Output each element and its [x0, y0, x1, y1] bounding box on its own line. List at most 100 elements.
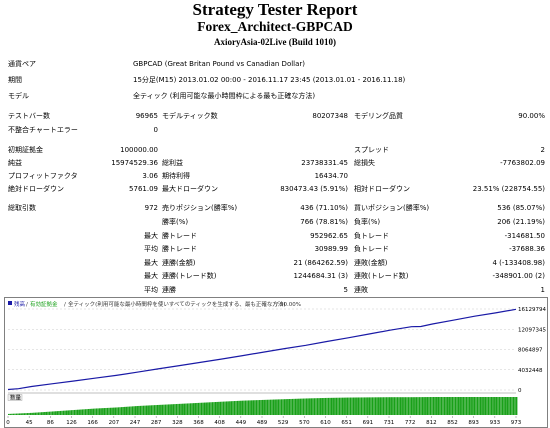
conslossn-label: 連敗(トレード数) — [354, 272, 409, 280]
volume-bar — [247, 400, 250, 415]
volume-bar — [210, 402, 212, 415]
avg-label: 平均 — [144, 245, 158, 253]
volume-bar — [437, 397, 440, 415]
maxwin-label: 勝トレード — [162, 232, 197, 240]
trades-label: 総取引数 — [8, 204, 36, 212]
volume-bar — [279, 399, 281, 415]
volume-bar — [23, 413, 26, 415]
volume-bar — [456, 397, 458, 415]
volume-bar — [39, 412, 41, 415]
absdd-value: 5761.09 — [129, 185, 158, 193]
volume-bar — [399, 397, 402, 415]
x-tick-label: 368 — [193, 420, 204, 426]
volume-bar — [66, 410, 68, 415]
volume-bar — [442, 397, 444, 415]
volume-bar — [359, 397, 361, 415]
volume-bar — [417, 397, 419, 415]
volume-bar — [97, 408, 99, 415]
maxdd-value: 830473.43 (5.91%) — [280, 185, 348, 193]
volume-bar — [473, 397, 476, 415]
volume-bar — [44, 411, 46, 415]
volume-bar — [183, 403, 186, 415]
x-tick-label: 973 — [511, 420, 522, 426]
volume-bar — [302, 398, 305, 415]
volume-bar — [180, 403, 182, 415]
volume-bar — [177, 403, 179, 415]
volume-bar — [17, 413, 19, 415]
volume-bar — [385, 397, 388, 415]
volume-bar — [33, 412, 35, 415]
bars-value: 96965 — [135, 112, 158, 120]
maxloss-value: -314681.50 — [504, 232, 545, 240]
volume-bar — [80, 409, 82, 415]
volume-bar — [225, 401, 228, 415]
bars-label: テストバー数 — [8, 112, 50, 120]
payoff-value: 16434.70 — [314, 172, 348, 180]
volume-bar — [133, 406, 135, 415]
volume-bar — [470, 397, 472, 415]
volume-bar — [166, 404, 168, 415]
volume-bar — [414, 397, 416, 415]
volume-bar — [337, 397, 339, 415]
volume-bar — [127, 406, 129, 415]
volume-bar — [396, 397, 399, 415]
server-build: AxioryAsia-02Live (Build 1010) — [213, 37, 336, 47]
volume-bar — [415, 397, 418, 415]
volume-bar — [464, 397, 466, 415]
volume-bar — [142, 405, 145, 415]
x-tick-label: 852 — [447, 420, 458, 426]
volume-bar — [307, 398, 309, 415]
volume-bar — [213, 402, 215, 415]
max-label: 最大 — [144, 232, 158, 240]
report-subtitle: Forex_Architect-GBPCAD — [197, 19, 353, 34]
y-tick-label: 0 — [518, 388, 522, 394]
volume-bar — [436, 397, 438, 415]
volume-bar — [236, 400, 239, 415]
volume-bar — [186, 403, 189, 415]
volume-bar — [240, 400, 242, 415]
avgcl-value: 1 — [540, 286, 545, 294]
volume-bar — [451, 397, 454, 415]
volume-bar — [321, 398, 323, 415]
volume-bar — [244, 400, 247, 415]
volume-bar — [258, 400, 261, 415]
balance-chart: 残高 / 有効証拠金 / 全ティック(利用可能な最小時間枠を使いすべてのティック… — [4, 297, 548, 428]
volume-bar — [462, 397, 465, 415]
volume-bar — [109, 407, 112, 415]
avgloss-value: -37688.36 — [509, 245, 545, 253]
volume-bar — [329, 397, 331, 415]
volume-bar — [288, 399, 291, 415]
y-tick-label: 8064897 — [518, 348, 543, 354]
volume-bar — [61, 410, 63, 415]
volume-bar — [467, 397, 469, 415]
x-tick-label: 166 — [87, 420, 98, 426]
volume-bar — [486, 397, 488, 415]
volume-bar — [144, 405, 146, 415]
volume-bar — [20, 413, 22, 415]
volume-bar — [70, 410, 73, 415]
grossloss-label: 総損失 — [354, 159, 375, 167]
volume-bar — [370, 397, 372, 415]
volume-bar — [330, 397, 333, 415]
volume-bar — [197, 402, 200, 415]
x-tick-label: 408 — [214, 420, 225, 426]
volume-bar — [290, 398, 292, 415]
volume-bar — [171, 404, 173, 415]
errors-label: 不整合チャートエラー — [8, 126, 78, 134]
volume-bar — [498, 397, 501, 415]
volume-bar — [218, 401, 220, 415]
volume-bar — [255, 400, 258, 415]
trades-value: 972 — [144, 204, 158, 212]
x-tick-label: 247 — [130, 420, 141, 426]
consprofit-label: 連勝(トレード数) — [162, 272, 217, 280]
volume-bar — [327, 397, 330, 415]
volume-bar — [246, 400, 248, 415]
volume-bar — [251, 400, 253, 415]
model-value: 全ティック (利用可能な最小時間枠による最も正確な方法) — [133, 92, 316, 100]
win-value: 766 (78.81%) — [300, 218, 348, 226]
volume-bar — [45, 411, 48, 415]
volume-bar — [252, 400, 254, 415]
volume-bar — [426, 397, 429, 415]
pf-value: 3.06 — [142, 172, 158, 180]
volume-bar — [487, 397, 490, 415]
